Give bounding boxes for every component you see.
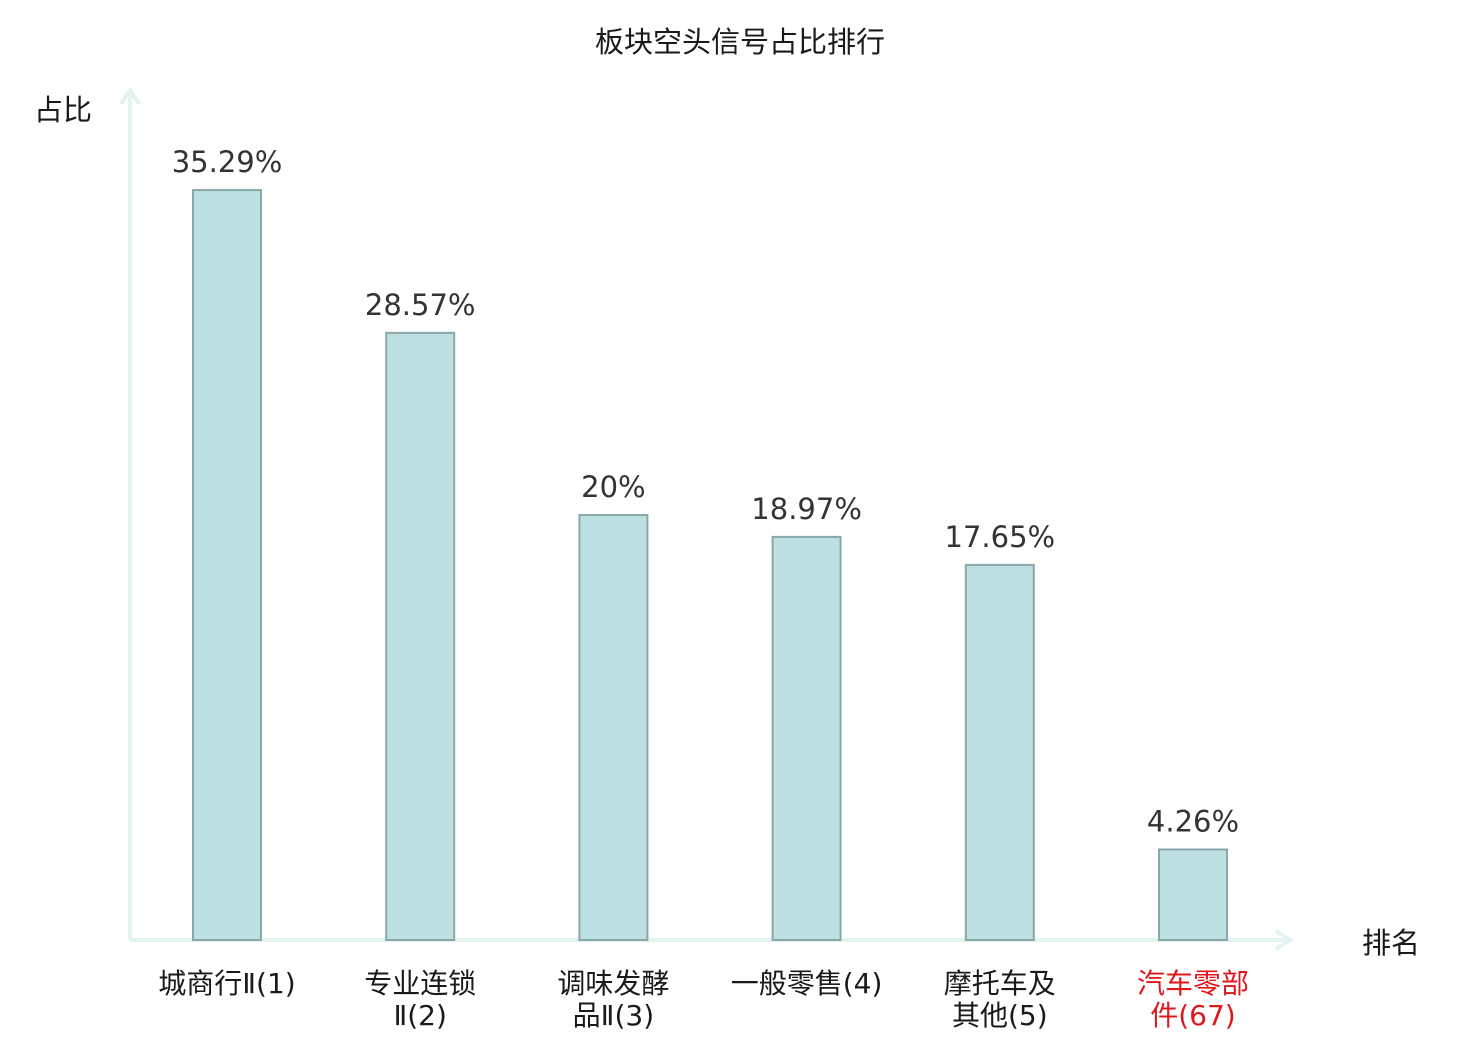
category-label-3-line-1: 调味发酵 (557, 967, 669, 1000)
value-label-3: 20% (581, 470, 645, 504)
bar-6 (1158, 848, 1228, 941)
y-axis-title: 占比 (34, 93, 92, 127)
category-label-2-line-1: 专业连锁 (364, 967, 476, 1000)
chart-title: 板块空头信号占比排行 (595, 25, 885, 59)
category-label-2-line-2: Ⅱ(2) (393, 999, 446, 1032)
value-label-1: 35.29% (172, 145, 283, 179)
bar-4 (771, 535, 842, 942)
y-axis-arrow (119, 86, 141, 106)
value-label-2: 28.57% (365, 288, 476, 322)
category-label-4-line-1: 一般零售(4) (731, 967, 883, 1000)
bar-5 (964, 563, 1035, 942)
bar-3 (578, 514, 649, 941)
category-label-5-line-2: 其他(5) (952, 999, 1048, 1032)
category-label-6-line-2: 件(67) (1150, 999, 1235, 1032)
value-label-5: 17.65% (945, 520, 1056, 554)
bar-2 (385, 331, 456, 941)
category-label-3-line-2: 品Ⅱ(3) (573, 999, 654, 1032)
value-label-4: 18.97% (751, 492, 862, 526)
x-axis-title: 排名 (1362, 926, 1420, 960)
category-label-1-line-1: 城商行Ⅱ(1) (158, 967, 295, 1000)
category-label-5-line-1: 摩托车及 (944, 967, 1056, 1000)
x-axis-arrow (1274, 929, 1294, 951)
value-labels-group: 35.29% 28.57% 20% 18.97% 17.65% 4.26% (172, 145, 1239, 838)
category-label-6-line-1: 汽车零部 (1137, 967, 1249, 1000)
axes (119, 86, 1294, 951)
value-label-6: 4.26% (1147, 805, 1239, 839)
bar-1 (192, 189, 262, 942)
bars-group (192, 189, 1228, 942)
